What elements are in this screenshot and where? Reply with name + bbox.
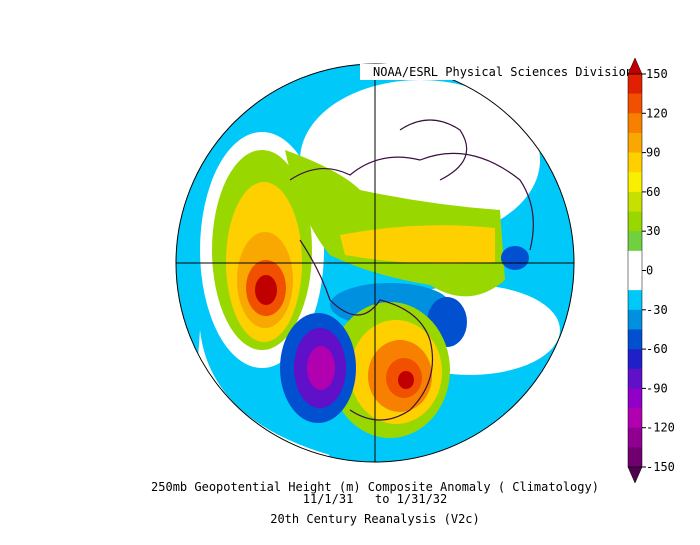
colorbar-segment xyxy=(628,447,642,468)
colorbar-tick-label: -60 xyxy=(646,342,668,356)
colorbar-segment xyxy=(628,427,642,448)
colorbar-segment xyxy=(628,172,642,193)
caption-dates: 11/1/31 to 1/31/32 xyxy=(303,492,448,506)
colorbar-segment xyxy=(628,329,642,350)
colorbar-segment xyxy=(628,191,642,212)
colorbar-segment xyxy=(628,93,642,114)
colorbar-tick-label: -30 xyxy=(646,303,668,317)
caption-title: 250mb Geopotential Height (m) Composite … xyxy=(151,480,599,494)
colorbar-segment xyxy=(628,368,642,389)
colorbar-segment xyxy=(628,309,642,330)
colorbar-tick-label: 150 xyxy=(646,67,668,81)
colorbar-segment xyxy=(628,113,642,134)
colorbar-segment xyxy=(628,231,642,252)
colorbar-tick-label: 60 xyxy=(646,185,660,199)
colorbar-tick-label: -150 xyxy=(646,460,675,474)
colorbar-segment xyxy=(628,152,642,173)
colorbar-segment xyxy=(628,349,642,370)
colorbar-segment xyxy=(628,132,642,153)
colorbar: 150 120 90 60 30 0 -30 -60 -90 -120 -150 xyxy=(627,57,675,484)
colorbar-segment xyxy=(628,250,642,271)
colorbar-tick-label: 120 xyxy=(646,106,668,120)
colorbar-under-arrow xyxy=(627,466,643,484)
colorbar-tick-label: 30 xyxy=(646,224,660,238)
colorbar-tick-label: -90 xyxy=(646,381,668,395)
caption-dataset: 20th Century Reanalysis (V2c) xyxy=(270,512,480,526)
colorbar-tick-label: 90 xyxy=(646,146,660,160)
colorbar-segment xyxy=(628,74,642,94)
colorbar-segment xyxy=(628,388,642,409)
colorbar-tick-label: -120 xyxy=(646,421,675,435)
source-label: NOAA/ESRL Physical Sciences Division xyxy=(373,65,633,79)
colorbar-segment xyxy=(628,211,642,232)
colorbar-segment xyxy=(628,270,642,291)
colorbar-segment xyxy=(628,290,642,311)
colorbar-segment xyxy=(628,408,642,428)
map xyxy=(176,64,574,462)
source-box xyxy=(360,64,570,80)
colorbar-tick-label: 0 xyxy=(646,264,653,278)
